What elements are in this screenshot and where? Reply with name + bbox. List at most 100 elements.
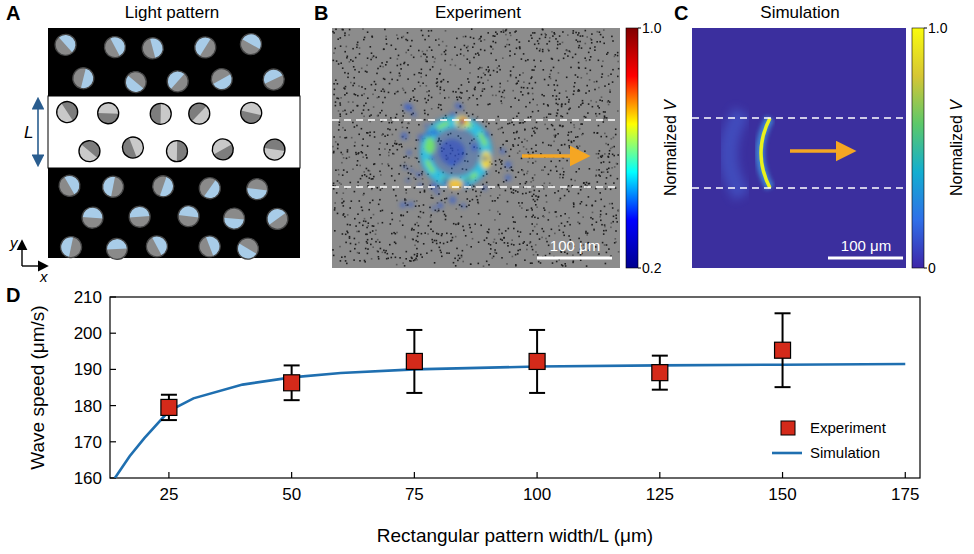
speckle [564,144,566,146]
speckle [554,233,556,235]
speckle [431,49,433,51]
blob-speck [482,156,488,162]
particle-outline [263,138,287,162]
speckle [377,115,379,117]
speckle [358,134,360,136]
speckle [371,258,373,260]
speckle [418,225,420,227]
speckle [566,49,568,51]
speckle [532,128,534,130]
speckle [617,55,619,57]
speckle [575,74,577,76]
particle-half [166,141,187,162]
speckle [432,231,434,233]
speckle [414,224,416,226]
speckle [499,213,501,215]
speckle [559,151,561,153]
speckle [521,87,523,89]
blob-speck [461,203,466,208]
speckle [553,135,555,137]
speckle [429,46,431,48]
speckle [505,34,507,36]
speckle [509,32,511,34]
speckle [490,248,492,250]
speckle [474,89,476,91]
speckle [598,157,600,159]
speckle [455,91,457,93]
speckle [586,234,588,236]
speckle [585,231,587,233]
speckle [417,100,419,102]
speckle [412,238,414,240]
speckle [536,224,538,226]
speckle [333,32,335,34]
speckle [524,139,526,141]
blob-speck [432,206,437,211]
speckle [617,52,619,54]
speckle [573,30,575,32]
speckle [506,44,508,46]
speckle [596,101,598,103]
speckle [477,116,479,118]
speckle [366,71,368,73]
speckle [434,58,436,60]
speckle [524,121,526,123]
speckle [351,200,353,202]
speckle [589,183,591,185]
speckle [446,252,448,254]
speckle [598,107,600,109]
speckle [555,38,557,40]
speckle [611,36,613,38]
speckle [526,244,528,246]
speckle [434,262,436,264]
speckle [343,169,345,171]
speckle [444,60,446,62]
blob-speck [410,168,414,172]
speckle [483,72,485,74]
speckle [605,263,607,265]
speckle [599,113,601,115]
speckle [579,145,581,147]
speckle [587,232,589,234]
speckle [542,29,544,31]
speckle [524,129,526,131]
speckle [456,208,458,210]
speckle [503,31,505,33]
speckle [366,157,368,159]
speckle [440,81,442,83]
speckle [335,101,337,103]
speckle [604,111,606,113]
speckle [510,188,512,190]
speckle [516,116,518,118]
speckle [343,87,345,89]
speckle [469,97,471,99]
figure: ALight patternLyxBExperiment100 μm1.00.2… [0,0,974,554]
speckle [460,53,462,55]
speckle [344,72,346,74]
speckle [602,37,604,39]
speckle [494,200,496,202]
speckle [581,201,583,203]
speckle [568,191,570,193]
speckle [369,170,371,172]
speckle [534,174,536,176]
speckle [590,70,592,72]
speckle [365,71,367,73]
particle-half [55,171,84,200]
speckle [601,96,603,98]
speckle [377,68,379,70]
speckle [488,232,490,234]
speckle [555,99,557,101]
speckle [402,262,404,264]
speckle [513,66,515,68]
speckle [604,244,606,246]
speckle [575,136,577,138]
speckle [578,67,580,69]
speckle [387,128,389,130]
speckle [561,144,563,146]
speckle [337,180,339,182]
speckle [432,66,434,68]
speckle [367,253,369,255]
speckle [430,221,432,223]
speckle [390,223,392,225]
